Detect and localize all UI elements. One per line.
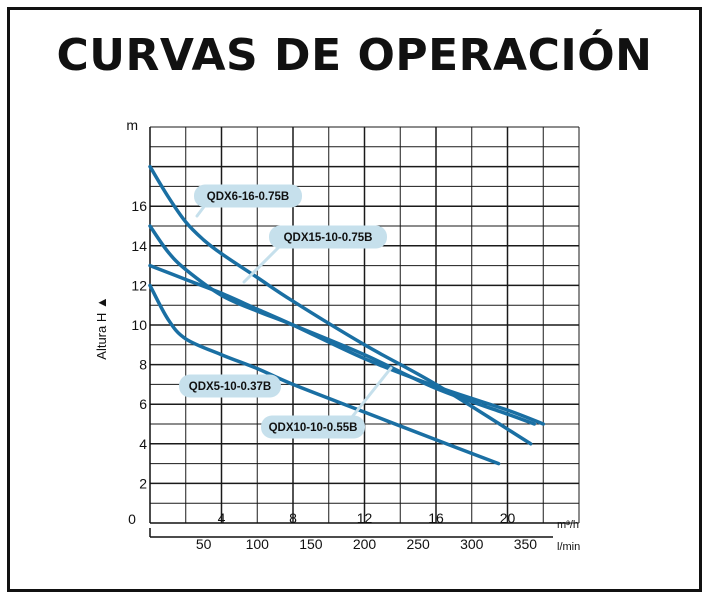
callout-pointer [350, 366, 393, 419]
x-secondary-tick-label: 100 [246, 536, 270, 552]
x-secondary-tick-label: 150 [299, 536, 323, 552]
x-secondary-tick-label: 350 [514, 536, 538, 552]
y-tick-label: 8 [139, 357, 147, 373]
callouts: QDX6-16-0.75B QDX15-10-0.75B QDX5-10-0.37B… [179, 184, 393, 439]
y-tick-label: 10 [131, 317, 147, 333]
x-secondary-tick-label: 50 [196, 536, 212, 552]
x-unit-primary-label: m³/h [557, 519, 579, 531]
x-tick-label: 16 [428, 510, 444, 526]
x-tick-label: 20 [500, 510, 516, 526]
callout-bubble [194, 184, 302, 208]
series-line [148, 164, 533, 446]
x-secondary-tick-label: 200 [353, 536, 377, 552]
y-tick-label: 2 [139, 475, 147, 491]
x-secondary-tick-label: 300 [460, 536, 484, 552]
callout: QDX6-16-0.75B [194, 184, 302, 218]
chart-frame [7, 7, 702, 592]
y-tick-label: 4 [139, 436, 147, 452]
callout-label: QDX15-10-0.75B [284, 232, 373, 244]
chart-title: CURVAS DE OPERACIÓN [56, 30, 653, 81]
y-zero-label: 0 [128, 511, 136, 527]
callout: QDX10-10-0.55B [261, 366, 393, 439]
callout: QDX15-10-0.75B [242, 225, 387, 284]
series-line [148, 283, 501, 466]
callout: QDX5-10-0.37B [179, 374, 281, 398]
y-axis-label: Altura H ▲ [94, 296, 109, 359]
series-line [148, 263, 546, 426]
y-unit-label: m [126, 117, 138, 133]
y-tick-label: 6 [139, 396, 147, 412]
callout-label: QDX6-16-0.75B [207, 191, 289, 203]
callout-label: QDX5-10-0.37B [189, 381, 271, 393]
x-unit-secondary-label: l/min [557, 541, 580, 553]
y-tick-label: 12 [131, 277, 147, 293]
y-tick-label: 16 [131, 198, 147, 214]
callout-pointer [242, 244, 282, 284]
callout-label: QDX10-10-0.55B [269, 422, 358, 434]
y-tick-label: 14 [131, 238, 147, 254]
x-secondary-tick-label: 250 [406, 536, 430, 552]
axes: 2 4 6 8 10 12 14 16 4 8 12 16 20 50 100 150 200 250 300 350 [131, 127, 570, 552]
callout-bubble [269, 225, 387, 249]
x-tick-label: 12 [357, 510, 373, 526]
callout-bubble [261, 415, 365, 439]
x-tick-label: 4 [218, 510, 226, 526]
series-lines [148, 164, 546, 466]
callout-bubble [179, 374, 281, 398]
x-tick-label: 8 [289, 510, 297, 526]
